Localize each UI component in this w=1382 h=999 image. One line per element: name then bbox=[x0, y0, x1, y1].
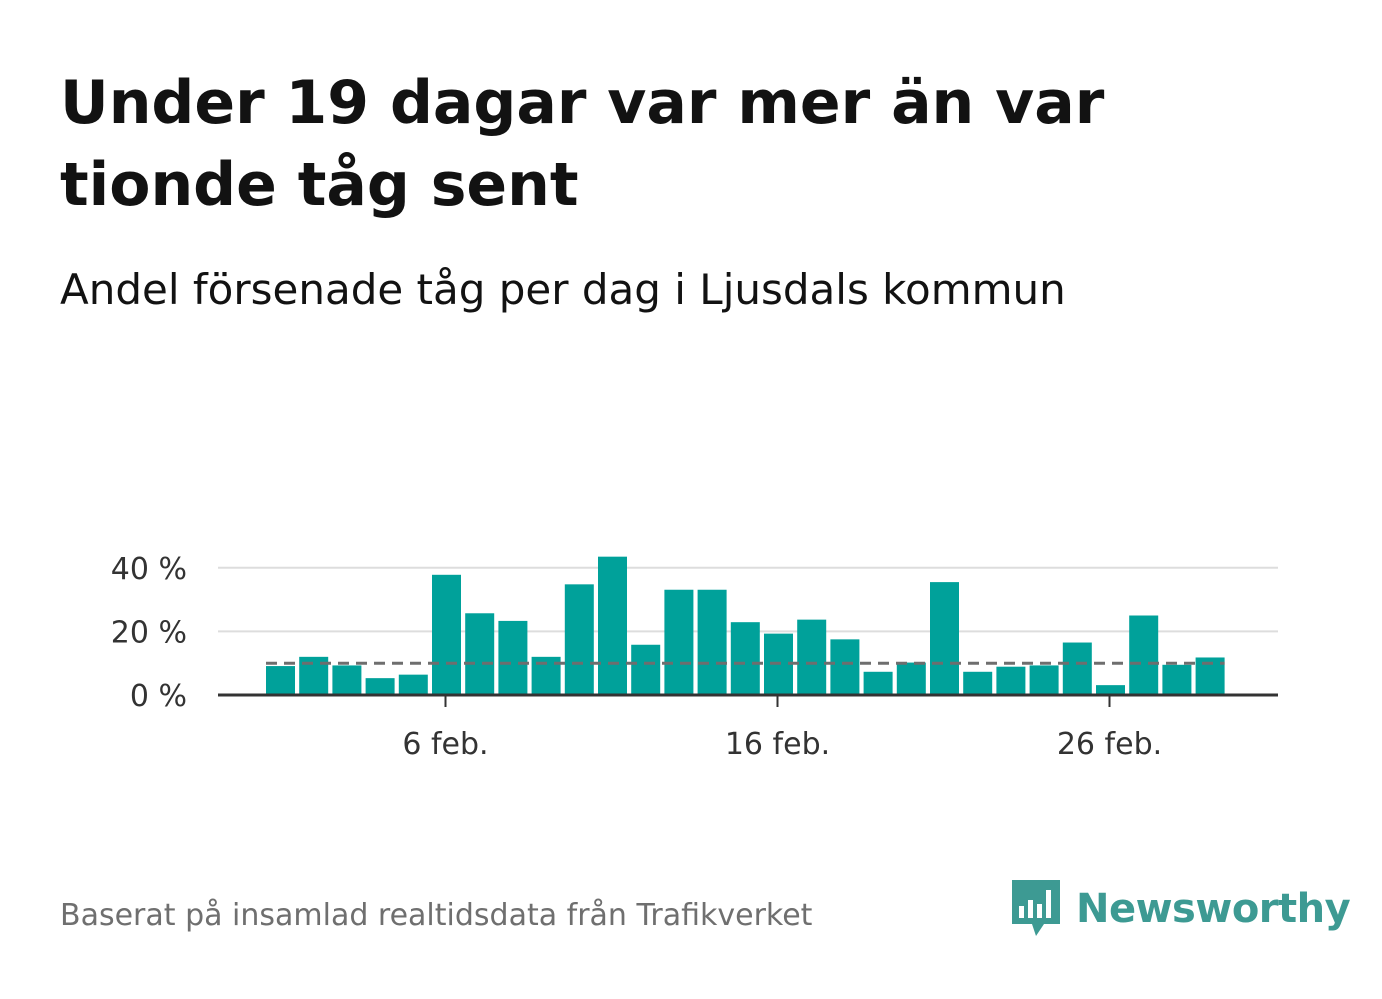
bar bbox=[1129, 615, 1159, 695]
bar bbox=[797, 619, 827, 695]
x-tick-label: 16 feb. bbox=[725, 727, 830, 762]
bar bbox=[1096, 685, 1125, 695]
bar bbox=[465, 613, 495, 695]
bar bbox=[664, 589, 694, 695]
bar bbox=[830, 639, 860, 695]
y-tick-label: 20 % bbox=[111, 615, 187, 650]
bar bbox=[631, 644, 661, 695]
bar bbox=[930, 582, 959, 695]
source-note: Baserat på insamlad realtidsdata från Tr… bbox=[60, 898, 813, 933]
bar bbox=[1062, 642, 1092, 695]
bar bbox=[598, 556, 627, 695]
chart-subtitle: Andel försenade tåg per dag i Ljusdals k… bbox=[60, 265, 1066, 314]
bar bbox=[896, 662, 926, 695]
bar bbox=[365, 678, 395, 695]
y-tick-label: 40 % bbox=[111, 552, 187, 587]
bar bbox=[332, 665, 362, 695]
bar bbox=[498, 620, 528, 695]
bar bbox=[1029, 665, 1059, 695]
bar bbox=[963, 671, 993, 695]
bar bbox=[432, 574, 461, 695]
bar bbox=[1162, 664, 1192, 695]
x-tick-label: 26 feb. bbox=[1057, 727, 1162, 762]
newsworthy-logo-icon bbox=[1012, 880, 1060, 936]
brand-name: Newsworthy bbox=[1076, 886, 1351, 932]
brand-logo[interactable]: Newsworthy bbox=[1010, 878, 1351, 940]
bar bbox=[398, 674, 428, 695]
bar bbox=[730, 622, 760, 695]
bar bbox=[996, 666, 1026, 695]
bar bbox=[697, 589, 727, 695]
bar bbox=[266, 666, 295, 695]
bar bbox=[564, 584, 594, 695]
bar bbox=[863, 671, 893, 695]
chart-title: Under 19 dagar var mer än var tionde tåg… bbox=[60, 68, 1105, 220]
y-tick-label: 0 % bbox=[130, 679, 187, 714]
x-tick-label: 6 feb. bbox=[402, 727, 488, 762]
